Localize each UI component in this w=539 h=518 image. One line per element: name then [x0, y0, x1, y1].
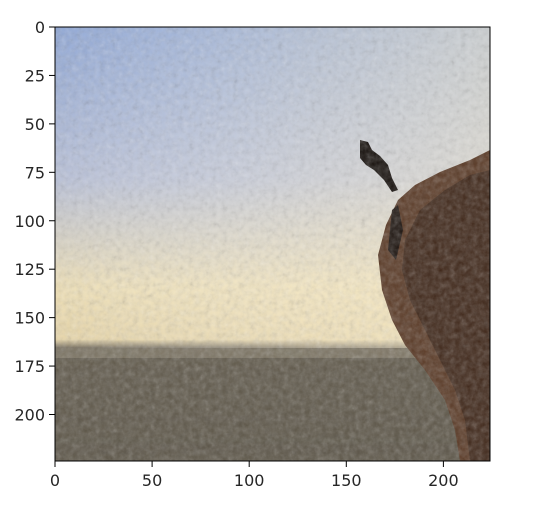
- x-tick-label: 50: [142, 471, 162, 490]
- y-tick-label: 25: [25, 66, 45, 85]
- y-axis: 0 25 50 75 100 125 150 175 200: [14, 18, 55, 425]
- y-tick-label: 75: [25, 163, 45, 182]
- x-tick-label: 100: [234, 471, 265, 490]
- y-tick-label: 200: [14, 406, 45, 425]
- y-tick-label: 125: [14, 260, 45, 279]
- y-tick-label: 100: [14, 212, 45, 231]
- x-axis: 0 50 100 150 200: [50, 461, 459, 490]
- y-tick-label: 50: [25, 115, 45, 134]
- y-tick-label: 150: [14, 309, 45, 328]
- y-tick-label: 0: [35, 18, 45, 37]
- x-tick-label: 0: [50, 471, 60, 490]
- photo-image: [55, 27, 490, 461]
- x-tick-label: 150: [331, 471, 362, 490]
- y-tick-label: 175: [14, 357, 45, 376]
- x-tick-label: 200: [428, 471, 459, 490]
- plot-frame: [54, 26, 491, 462]
